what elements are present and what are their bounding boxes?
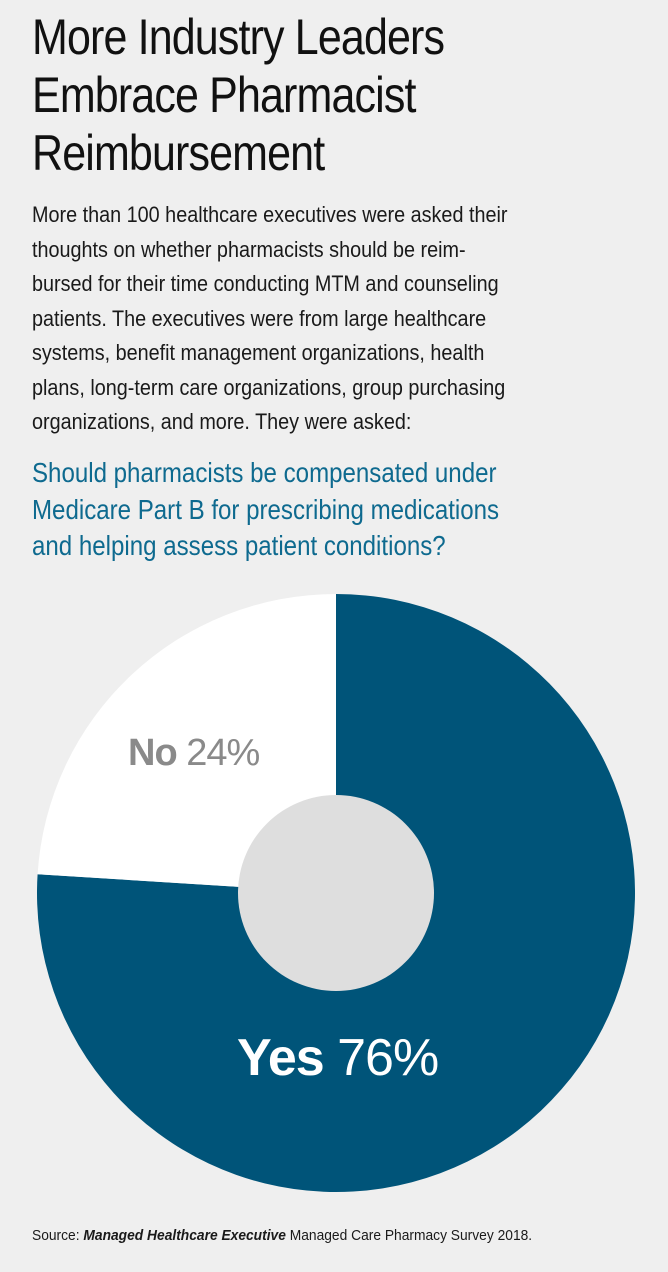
- intro-line: More than 100 healthcare executives were…: [32, 202, 508, 227]
- source-suffix: Managed Care Pharmacy Survey 2018.: [285, 1227, 533, 1244]
- intro-line: systems, benefit management organization…: [32, 340, 485, 365]
- source-note: Source: Managed Healthcare Executive Man…: [32, 1227, 532, 1244]
- question-line: and helping assess patient conditions?: [32, 530, 446, 561]
- source-prefix: Source:: [32, 1227, 84, 1244]
- title-line: More Industry Leaders: [32, 9, 445, 65]
- slice-label-value: 76%: [324, 1029, 439, 1087]
- donut-hole: [238, 795, 434, 991]
- source-publication: Managed Healthcare Executive: [83, 1227, 286, 1244]
- slice-label-category: Yes: [237, 1029, 324, 1087]
- intro-line: thoughts on whether pharmacists should b…: [32, 236, 466, 262]
- intro-paragraph: More than 100 healthcare executives were…: [32, 198, 608, 440]
- question-line: Should pharmacists be compensated under: [32, 457, 497, 488]
- intro-line: organizations, and more. They were asked…: [32, 409, 412, 434]
- intro-line: bursed for their time conducting MTM and…: [32, 271, 499, 296]
- title-line: Reimbursement: [32, 125, 325, 181]
- intro-line: patients. The executives were from large…: [32, 305, 487, 331]
- title-line: Embrace Pharmacist: [32, 67, 416, 123]
- slice-label-category: No: [128, 732, 177, 774]
- question-line: Medicare Part B for prescribing medicati…: [32, 493, 500, 525]
- slice-label-yes: Yes 76%: [237, 1029, 438, 1087]
- page-title: More Industry Leaders Embrace Pharmacist…: [32, 8, 565, 182]
- slice-label-value: 24%: [177, 732, 260, 774]
- pie-slice-no: [37, 594, 337, 893]
- slice-label-no: No 24%: [128, 732, 259, 774]
- survey-question: Should pharmacists be compensated under …: [32, 455, 582, 565]
- intro-line: plans, long-term care organizations, gro…: [32, 374, 506, 400]
